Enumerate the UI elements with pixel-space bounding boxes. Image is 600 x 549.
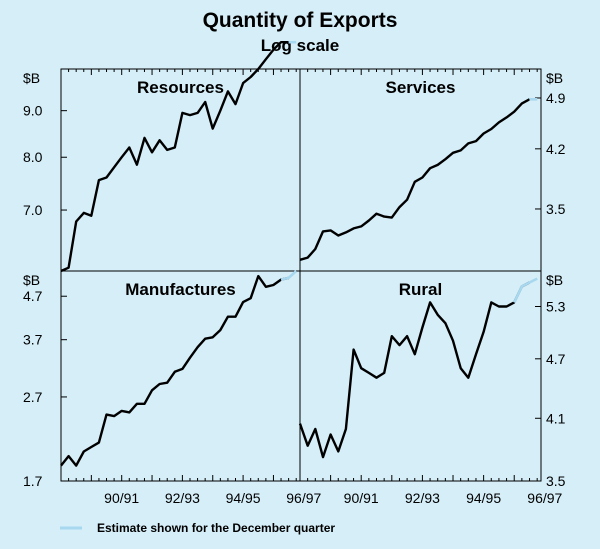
y-tick-label-rural: 4.1 xyxy=(546,410,566,426)
series-line-resources xyxy=(60,41,289,273)
y-tick-label-manufactures: 3.7 xyxy=(23,332,43,348)
panel-title-rural: Rural xyxy=(399,280,442,299)
x-tick-label-right: 92/93 xyxy=(405,490,440,506)
x-tick-label-left: 94/95 xyxy=(226,490,261,506)
y-tick-label-rural: 3.5 xyxy=(546,473,566,489)
x-tick-label-right: 90/91 xyxy=(344,490,379,506)
y-tick-label-manufactures: 4.7 xyxy=(23,288,43,304)
chart-subtitle: Log scale xyxy=(261,36,339,55)
y-tick-label-services: 3.5 xyxy=(546,201,566,217)
x-tick-label-right: 96/97 xyxy=(527,490,562,506)
y-tick-label-manufactures: 1.7 xyxy=(23,473,43,489)
legend: Estimate shown for the December quarter xyxy=(60,521,335,535)
legend-label: Estimate shown for the December quarter xyxy=(97,521,335,535)
unit-label-services: $B xyxy=(546,70,563,86)
unit-label-manufactures: $B xyxy=(23,272,40,288)
y-tick-label-rural: 5.3 xyxy=(546,298,566,314)
x-tick-label-left: 92/93 xyxy=(165,490,200,506)
y-tick-label-services: 4.2 xyxy=(546,141,566,157)
plot-frame xyxy=(60,68,542,482)
y-tick-label-resources: 8.0 xyxy=(23,149,43,165)
panel-title-resources: Resources xyxy=(137,78,224,97)
unit-label-resources: $B xyxy=(23,70,40,86)
estimate-line-rural xyxy=(513,277,538,303)
unit-label-rural: $B xyxy=(546,272,563,288)
y-tick-label-manufactures: 2.7 xyxy=(23,389,43,405)
y-tick-label-services: 4.9 xyxy=(546,90,566,106)
x-tick-label-left: 90/91 xyxy=(104,490,139,506)
chart-title: Quantity of Exports xyxy=(203,9,398,32)
panel-title-manufactures: Manufactures xyxy=(125,280,236,299)
y-tick-label-rural: 4.7 xyxy=(546,351,566,367)
x-tick-label-right: 94/95 xyxy=(466,490,501,506)
estimate-line-manufactures xyxy=(280,270,298,281)
x-tick-label-left: 96/97 xyxy=(286,490,321,506)
series-line-services xyxy=(299,98,531,261)
y-tick-label-resources: 7.0 xyxy=(23,202,43,218)
panel-title-services: Services xyxy=(386,78,456,97)
series-line-manufactures xyxy=(60,274,289,467)
series-line-rural xyxy=(298,281,531,459)
y-tick-label-resources: 9.0 xyxy=(23,103,43,119)
